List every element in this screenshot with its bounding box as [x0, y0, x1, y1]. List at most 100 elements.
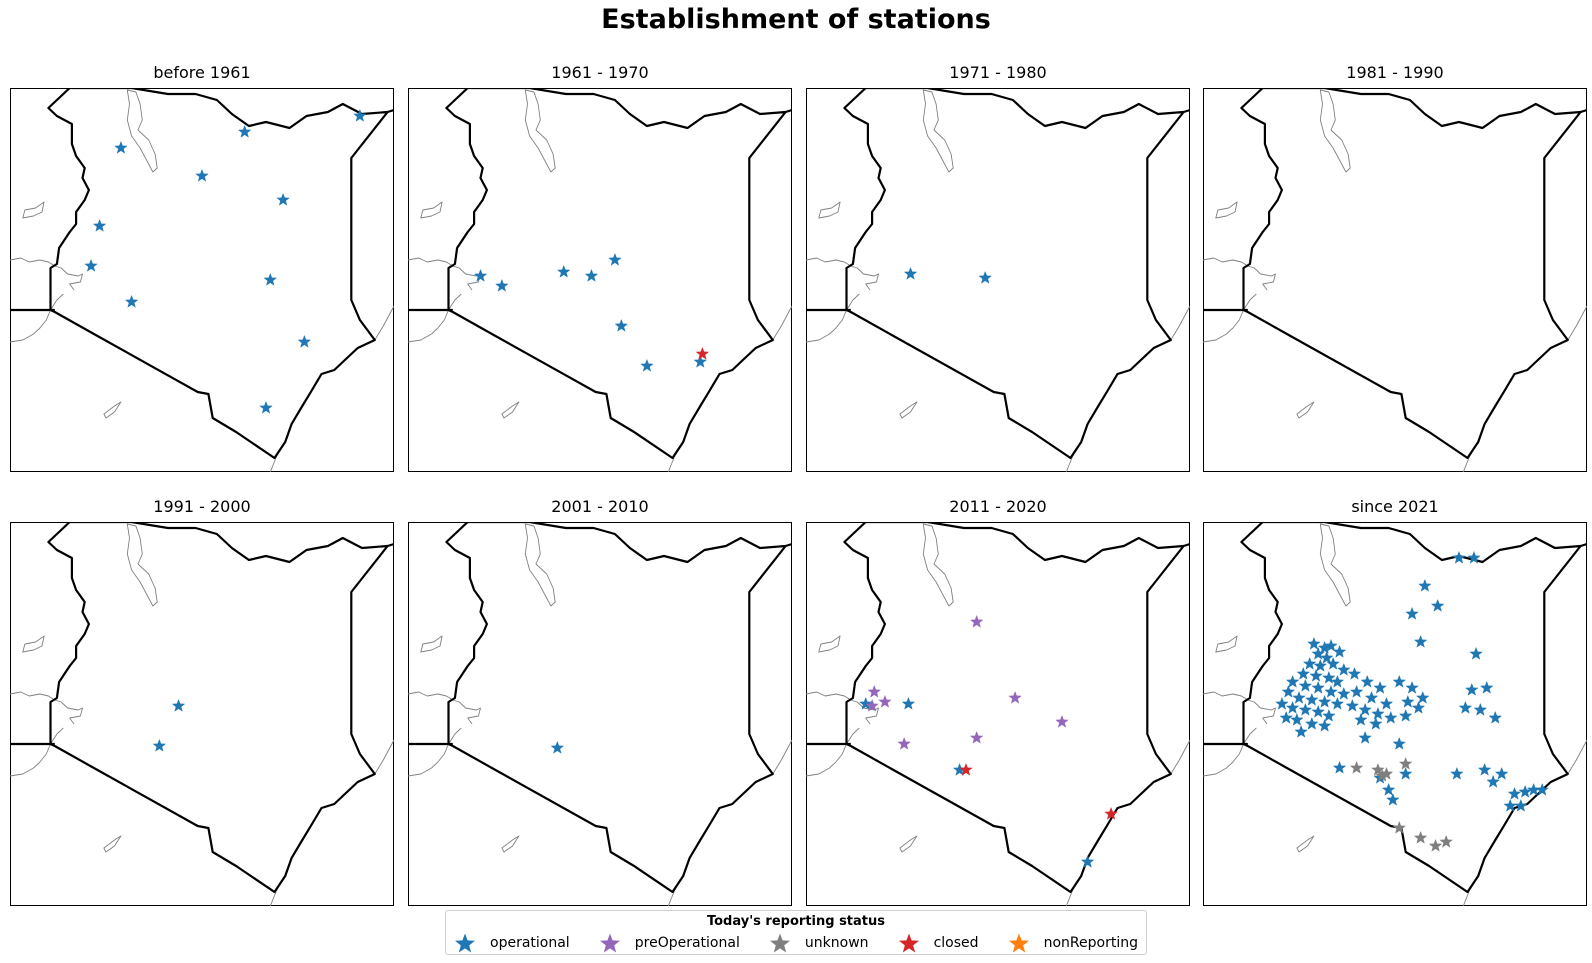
- panel-title: 2001 - 2010: [551, 497, 649, 516]
- lake-turkana-outline: [126, 89, 158, 173]
- station-marker-operational: [978, 270, 992, 284]
- lake-victoria-shore: [806, 293, 860, 343]
- station-marker-operational: [1324, 684, 1338, 698]
- station-marker-operational: [584, 268, 599, 282]
- legend-items: operational preOperational unknown close…: [454, 933, 1138, 953]
- lake-turkana-outline: [922, 523, 954, 607]
- lake-turkana-outline: [126, 523, 158, 607]
- lake-eyasi-outline: [1296, 401, 1315, 419]
- star-icon: [1008, 933, 1029, 953]
- station-marker-operational: [171, 698, 186, 712]
- kenya-border: [1240, 88, 1582, 460]
- station-marker-operational: [1386, 792, 1400, 806]
- station-marker-operational: [1411, 700, 1426, 714]
- lake-victoria-shore: [408, 257, 481, 291]
- lake-turkana-outline: [524, 89, 556, 173]
- legend-item-preoperational: preOperational: [599, 932, 740, 954]
- station-marker-operational: [1279, 710, 1293, 724]
- station-marker-operational: [1392, 674, 1406, 688]
- lake-victoria-shore: [408, 727, 462, 777]
- station-marker-unknown: [1398, 756, 1413, 770]
- map-frame: [408, 88, 792, 472]
- station-marker-operational: [903, 266, 918, 280]
- station-marker-operational: [1364, 690, 1379, 704]
- station-marker-operational: [608, 252, 622, 266]
- map-panel-2: 1961 - 1970: [408, 63, 792, 472]
- lake-kyoga-outline: [420, 201, 443, 219]
- station-marker-preOperational: [867, 684, 881, 698]
- station-marker-operational: [1373, 680, 1387, 694]
- station-marker-operational: [901, 696, 916, 710]
- lake-victoria-shore: [806, 257, 879, 291]
- lake-kyoga-outline: [818, 201, 841, 219]
- station-marker-operational: [1494, 766, 1509, 780]
- kenya-border: [47, 88, 389, 460]
- station-marker-operational: [473, 268, 488, 282]
- station-marker-operational: [1298, 678, 1313, 692]
- station-marker-preOperational: [969, 730, 984, 744]
- lake-eyasi-outline: [501, 401, 520, 419]
- lake-victoria-shore: [10, 293, 64, 343]
- legend-star: [455, 933, 475, 953]
- kenya-border: [47, 522, 389, 894]
- country-border: [1580, 108, 1587, 114]
- station-marker-operational: [614, 318, 629, 332]
- station-marker-operational: [557, 264, 571, 278]
- station-marker-operational: [693, 354, 707, 368]
- station-marker-operational: [1405, 606, 1419, 620]
- station-marker-operational: [1320, 650, 1334, 664]
- map-panel-7: 2011 - 2020: [806, 497, 1190, 906]
- station-marker-operational: [1369, 716, 1383, 730]
- lake-eyasi-outline: [103, 401, 122, 419]
- legend-label: preOperational: [634, 935, 740, 951]
- station-marker-operational: [1398, 766, 1413, 780]
- map-panel-3: 1971 - 1980: [806, 63, 1190, 472]
- station-marker-operational: [1379, 696, 1394, 710]
- map-svg: [806, 522, 1190, 906]
- map-panel-5: 1991 - 2000: [10, 497, 394, 906]
- lake-kyoga-outline: [22, 201, 45, 219]
- legend-item-unknown: unknown: [769, 932, 869, 954]
- station-marker-operational: [1486, 774, 1500, 788]
- lake-kyoga-outline: [1215, 635, 1238, 653]
- lake-eyasi-outline: [1296, 835, 1315, 853]
- star-icon: [769, 933, 790, 953]
- station-marker-operational: [1354, 712, 1368, 726]
- station-marker-operational: [1458, 700, 1473, 714]
- map-frame: [806, 88, 1190, 472]
- station-marker-operational: [1452, 550, 1466, 564]
- legend-item-nonreporting: nonReporting: [1008, 932, 1138, 954]
- map-svg: [10, 88, 394, 472]
- map-frame: [408, 522, 792, 906]
- lake-kyoga-outline: [818, 635, 841, 653]
- station-marker-operational: [1285, 674, 1300, 688]
- map-frame: [1203, 522, 1587, 906]
- panel-title: 1991 - 2000: [153, 497, 251, 516]
- station-marker-operational: [1473, 702, 1488, 716]
- lake-victoria-shore: [1203, 293, 1257, 343]
- legend-label: closed: [933, 935, 979, 951]
- lake-eyasi-outline: [899, 401, 918, 419]
- station-marker-operational: [1384, 710, 1398, 724]
- map-panel-8: since 2021: [1203, 497, 1587, 906]
- station-marker-operational: [1358, 702, 1372, 716]
- station-marker-operational: [1317, 718, 1332, 732]
- lake-turkana-outline: [524, 523, 556, 607]
- station-marker-operational: [1313, 658, 1328, 672]
- panel-title: since 2021: [1351, 497, 1439, 516]
- legend-title: Today's reporting status: [706, 914, 886, 929]
- map-svg: [1203, 522, 1587, 906]
- station-marker-operational: [1322, 708, 1336, 722]
- station-marker-operational: [1305, 692, 1319, 706]
- station-marker-closed: [695, 346, 710, 360]
- station-marker-operational: [297, 334, 312, 348]
- map-svg: [10, 522, 394, 906]
- legend-label: nonReporting: [1043, 935, 1138, 951]
- station-marker-unknown: [1349, 760, 1364, 774]
- lake-turkana-outline: [922, 89, 954, 173]
- lake-victoria-shore: [408, 293, 462, 343]
- lake-victoria-shore: [806, 727, 860, 777]
- station-marker-operational: [1298, 702, 1313, 716]
- country-border: [1183, 108, 1190, 114]
- station-marker-operational: [1311, 680, 1325, 694]
